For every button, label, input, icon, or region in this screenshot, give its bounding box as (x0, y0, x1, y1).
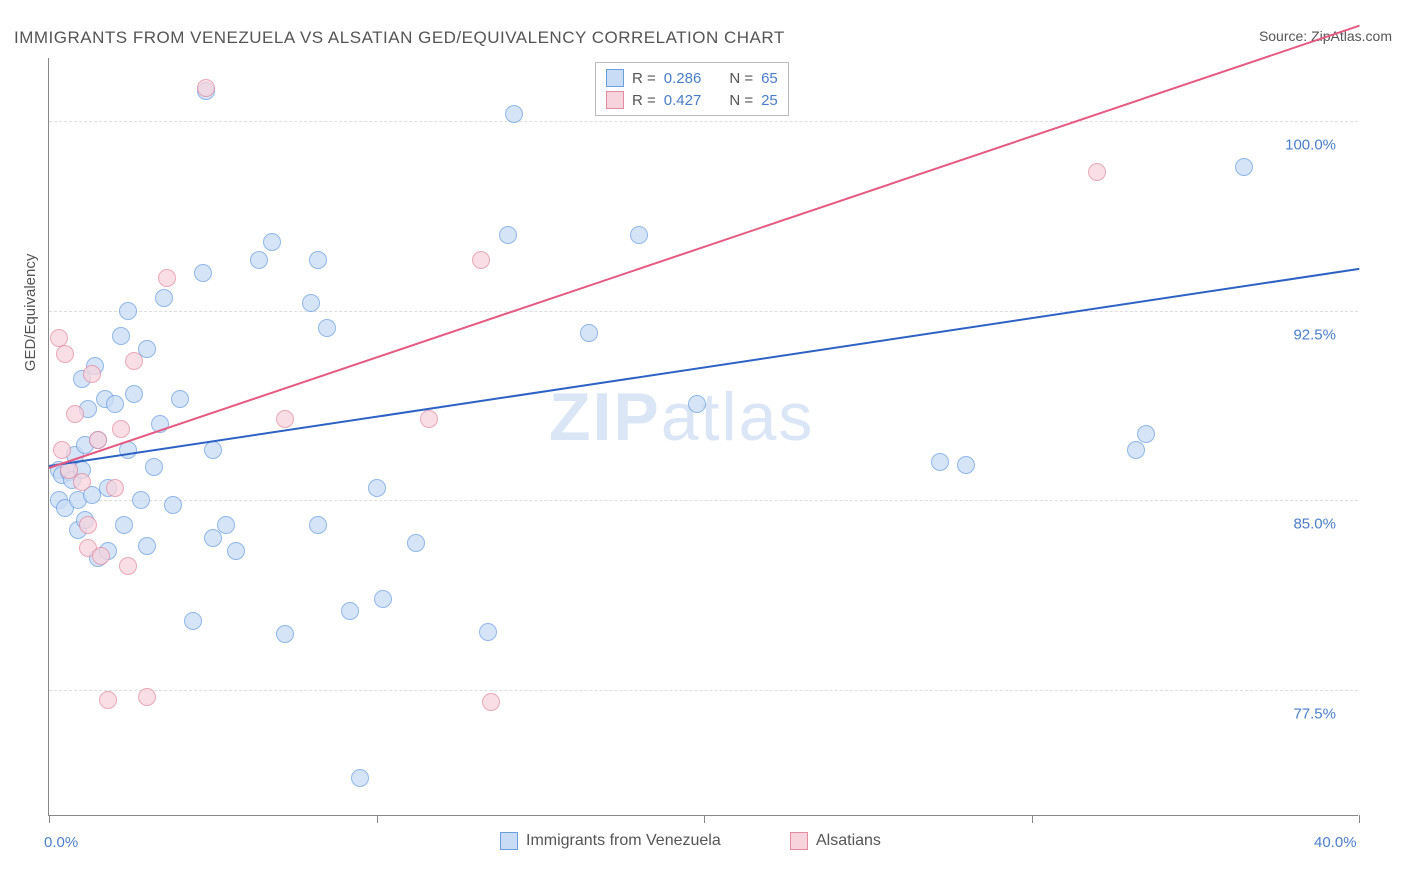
x-tick-mark (377, 815, 378, 823)
legend-n-label: N = (729, 92, 753, 109)
trend-line (49, 268, 1359, 467)
scatter-point (957, 456, 975, 474)
x-tick-mark (1032, 815, 1033, 823)
scatter-point (351, 769, 369, 787)
scatter-point (368, 479, 386, 497)
series-legend-label: Immigrants from Venezuela (526, 832, 721, 850)
scatter-point (499, 226, 517, 244)
gridline-horizontal (49, 311, 1358, 312)
legend-r-label: R = (632, 70, 656, 87)
scatter-point (505, 105, 523, 123)
scatter-point (125, 352, 143, 370)
scatter-point (106, 395, 124, 413)
legend-swatch (606, 91, 624, 109)
scatter-point (119, 557, 137, 575)
gridline-horizontal (49, 121, 1358, 122)
scatter-point (341, 602, 359, 620)
legend-n-value: 25 (761, 92, 778, 109)
scatter-point (420, 410, 438, 428)
correlation-chart: IMMIGRANTS FROM VENEZUELA VS ALSATIAN GE… (0, 0, 1406, 892)
scatter-point (1088, 163, 1106, 181)
legend-row: R = 0.427 N = 25 (606, 89, 778, 111)
scatter-point (197, 79, 215, 97)
gridline-horizontal (49, 690, 1358, 691)
scatter-point (89, 431, 107, 449)
scatter-point (407, 534, 425, 552)
scatter-point (112, 420, 130, 438)
scatter-point (119, 302, 137, 320)
x-tick-mark (49, 815, 50, 823)
scatter-point (1127, 441, 1145, 459)
y-axis-label: GED/Equivalency (22, 254, 39, 372)
scatter-point (309, 516, 327, 534)
scatter-point (931, 453, 949, 471)
scatter-point (155, 289, 173, 307)
scatter-point (580, 324, 598, 342)
series-legend-item: Alsatians (790, 832, 881, 850)
scatter-point (115, 516, 133, 534)
scatter-point (83, 365, 101, 383)
scatter-point (138, 688, 156, 706)
x-tick-label: 40.0% (1314, 834, 1357, 851)
scatter-point (276, 625, 294, 643)
scatter-point (145, 458, 163, 476)
legend-n-label: N = (729, 70, 753, 87)
scatter-point (171, 390, 189, 408)
scatter-point (1137, 425, 1155, 443)
series-legend-label: Alsatians (816, 832, 881, 850)
scatter-point (184, 612, 202, 630)
scatter-point (1235, 158, 1253, 176)
legend-swatch (500, 832, 518, 850)
scatter-point (318, 319, 336, 337)
legend-r-value: 0.286 (664, 70, 702, 87)
scatter-point (56, 345, 74, 363)
scatter-point (53, 441, 71, 459)
y-tick-label: 92.5% (1293, 326, 1336, 343)
scatter-point (309, 251, 327, 269)
scatter-point (92, 547, 110, 565)
legend-r-value: 0.427 (664, 92, 702, 109)
scatter-point (132, 491, 150, 509)
scatter-point (630, 226, 648, 244)
legend-r-label: R = (632, 92, 656, 109)
scatter-point (374, 590, 392, 608)
scatter-point (479, 623, 497, 641)
scatter-point (125, 385, 143, 403)
scatter-point (138, 537, 156, 555)
scatter-point (217, 516, 235, 534)
correlation-legend: R = 0.286 N = 65 R = 0.427 N = 25 (595, 62, 789, 116)
scatter-point (472, 251, 490, 269)
legend-swatch (606, 69, 624, 87)
watermark: ZIPatlas (549, 378, 814, 456)
plot-area: ZIPatlas 77.5% 85.0% 92.5% 100.0% (48, 58, 1358, 816)
y-tick-label: 85.0% (1293, 516, 1336, 533)
scatter-point (79, 516, 97, 534)
scatter-point (66, 405, 84, 423)
scatter-point (194, 264, 212, 282)
scatter-point (99, 691, 117, 709)
series-legend-item: Immigrants from Venezuela (500, 832, 721, 850)
scatter-point (688, 395, 706, 413)
legend-row: R = 0.286 N = 65 (606, 67, 778, 89)
chart-title: IMMIGRANTS FROM VENEZUELA VS ALSATIAN GE… (14, 28, 785, 48)
scatter-point (263, 233, 281, 251)
x-tick-mark (1359, 815, 1360, 823)
scatter-point (112, 327, 130, 345)
scatter-point (302, 294, 320, 312)
scatter-point (164, 496, 182, 514)
scatter-point (158, 269, 176, 287)
y-tick-label: 77.5% (1293, 705, 1336, 722)
scatter-point (73, 473, 91, 491)
scatter-point (227, 542, 245, 560)
scatter-point (250, 251, 268, 269)
x-tick-label: 0.0% (44, 834, 78, 851)
scatter-point (276, 410, 294, 428)
legend-swatch (790, 832, 808, 850)
y-tick-label: 100.0% (1285, 137, 1336, 154)
scatter-point (106, 479, 124, 497)
scatter-point (482, 693, 500, 711)
x-tick-mark (704, 815, 705, 823)
gridline-horizontal (49, 500, 1358, 501)
legend-n-value: 65 (761, 70, 778, 87)
